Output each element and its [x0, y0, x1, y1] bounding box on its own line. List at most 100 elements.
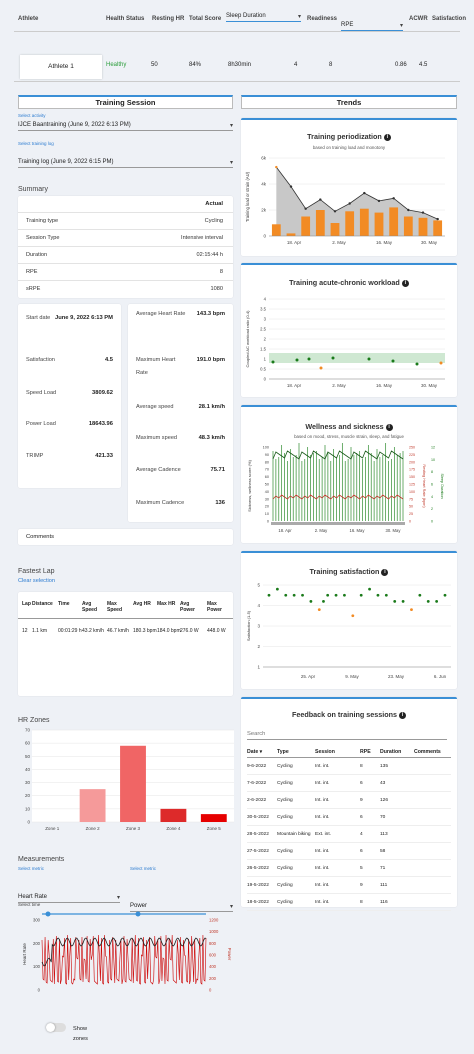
stats-right-card: Average Heart Rate 143.3 bpm Maximum Heart…	[128, 304, 233, 522]
athlete-name-card[interactable]: Athlete 1	[20, 55, 102, 79]
feedback-header[interactable]: Type	[277, 749, 315, 758]
lap-cell: 276.0 W	[180, 628, 199, 634]
stat-label: TRIMP	[26, 453, 44, 459]
y-tick-label: 80	[265, 460, 269, 464]
feedback-cell: Int. int.	[315, 791, 360, 809]
y2-tick-label: 200	[209, 976, 217, 981]
select-log-label: Select training log	[18, 141, 54, 146]
activity-select-value: IJCE Baantraining (June 9, 2022 6:13 PM)	[18, 122, 131, 128]
feedback-cell: 9	[360, 876, 380, 894]
feedback-cell: 7-6-2022	[247, 774, 277, 792]
feedback-table: Date ▾ Type Session RPE Duration Comments 9-6-…	[247, 749, 451, 911]
feedback-cell: Cycling	[277, 842, 315, 860]
y-tick-label: 50	[265, 483, 269, 487]
feedback-row[interactable]: 26-5-2022 Cycling Int. int. 5 71	[247, 859, 451, 877]
load-bar	[286, 233, 296, 236]
feedback-row[interactable]: 2-6-2022 Cycling Int. int. 9 126	[247, 791, 451, 809]
periodization-card: Training periodization i based on trainin…	[241, 118, 457, 256]
satisfaction-point	[359, 593, 363, 597]
stat-value: 4.5	[104, 357, 113, 363]
metric-select-2[interactable]: Power	[130, 903, 233, 912]
stat-label: Maximum Heart Rate	[136, 357, 176, 376]
feedback-search-input[interactable]	[247, 729, 447, 740]
measurements-chart: 0 100 200 300 0 200 400 600 800 1000 1200 Heart Rat…	[22, 911, 232, 993]
feedback-cell: 8	[360, 757, 380, 775]
sleep-value: 8h30min	[228, 62, 252, 68]
feedback-cell: Cycling	[277, 859, 315, 877]
satisfaction-point	[443, 593, 447, 597]
metric-select-1[interactable]: Heart Rate	[18, 894, 120, 903]
satisfaction-point	[384, 593, 388, 597]
metric-label-1: Select metric	[18, 866, 45, 871]
x-tick-label: 25. Apr	[301, 674, 316, 679]
sleep-tick-label: 6	[431, 483, 433, 487]
power-line	[41, 934, 207, 985]
stat-value: 75.71	[210, 467, 225, 473]
col-readiness: Readiness	[307, 16, 338, 22]
lap-cell: 43.2 km/h	[82, 628, 104, 634]
acwr-point	[331, 356, 335, 360]
select-time-label: Select time	[18, 902, 41, 907]
feedback-header[interactable]: Duration	[380, 749, 414, 758]
load-bar	[301, 216, 311, 236]
rhr-tick-label: 225	[409, 453, 415, 457]
fastest-lap-title: Fastest Lap	[18, 568, 55, 575]
info-icon[interactable]: i	[401, 279, 409, 287]
clear-selection-link[interactable]: Clear selection	[18, 578, 55, 584]
feedback-row[interactable]: 27-5-2022 Cycling Int. int. 6 58	[247, 842, 451, 860]
y-tick-label: 1	[257, 665, 260, 670]
hr-zones-title: HR Zones	[18, 717, 50, 724]
feedback-row[interactable]: 7-6-2022 Cycling Int. int. 6 43	[247, 774, 451, 792]
feedback-header[interactable]: Date ▾	[247, 749, 277, 758]
feedback-cell: 18-5-2022	[247, 893, 277, 911]
y-tick-label: 3.5	[260, 307, 266, 312]
y-tick-label: 2	[264, 337, 267, 342]
satisfaction-point	[334, 593, 338, 597]
feedback-row[interactable]: 28-5-2022 Mountain biking Ext. int. 4 113	[247, 825, 451, 843]
satisfaction-point	[267, 593, 271, 597]
summary-table: Actual Training type Cycling Session Type I…	[18, 196, 233, 298]
heart-rate-line	[41, 937, 207, 967]
info-icon[interactable]: i	[383, 133, 391, 141]
log-select[interactable]: Training log (June 9, 2022 6:15 PM)	[18, 159, 233, 168]
feedback-row[interactable]: 18-5-2022 Cycling Int. int. 8 116	[247, 893, 451, 911]
info-icon[interactable]: i	[381, 568, 389, 576]
acwr-point	[367, 357, 371, 361]
activity-select[interactable]: IJCE Baantraining (June 9, 2022 6:13 PM)	[18, 122, 233, 131]
satisfaction-point	[292, 593, 296, 597]
rhr-tick-label: 50	[409, 505, 413, 509]
feedback-row[interactable]: 30-5-2022 Cycling Int. int. 6 70	[247, 808, 451, 826]
rhr-tick-label: 250	[409, 446, 415, 450]
feedback-header[interactable]: RPE	[360, 749, 380, 758]
load-bar	[389, 207, 399, 236]
feedback-header[interactable]: Comments	[414, 749, 451, 758]
info-icon[interactable]: i	[399, 711, 407, 719]
feedback-header[interactable]: Session	[315, 749, 360, 758]
load-bar	[315, 210, 325, 236]
satisfaction-point	[284, 593, 288, 597]
col-rpe-select[interactable]: RPE	[341, 22, 403, 31]
info-icon[interactable]: i	[385, 423, 393, 431]
stat-value: 421.33	[95, 453, 113, 459]
show-zones-toggle[interactable]	[46, 1023, 66, 1032]
athlete-row[interactable]: Athlete 1 Healthy 50 84% 8h30min 4 8 0.8…	[14, 52, 460, 82]
y-tick-label: 90	[265, 453, 269, 457]
y-tick-label: 60	[265, 475, 269, 479]
lap-header-divider	[18, 618, 233, 619]
feedback-row[interactable]: 19-5-2022 Cycling Int. int. 9 111	[247, 876, 451, 894]
acwr-point	[271, 360, 275, 364]
strain-point	[275, 165, 278, 169]
stat-value: 136	[215, 500, 225, 506]
time-slider-handle-end	[135, 911, 141, 917]
feedback-row[interactable]: 9-6-2022 Cycling Int. int. 8 135	[247, 757, 451, 775]
select-activity-label: Select activity	[18, 113, 46, 118]
health-status: Healthy	[106, 62, 127, 68]
feedback-cell: 71	[380, 859, 414, 877]
lap-header: Distance	[32, 601, 53, 607]
summary-row-value: Intensive interval	[181, 235, 223, 241]
col-sleep-select[interactable]: Sleep Duration	[226, 13, 301, 22]
wellness-line	[272, 450, 404, 460]
fastest-lap-table: Lap Distance Time Avg Speed Max Speed Avg HR M…	[18, 592, 233, 696]
rpe-value: 8	[329, 62, 333, 68]
